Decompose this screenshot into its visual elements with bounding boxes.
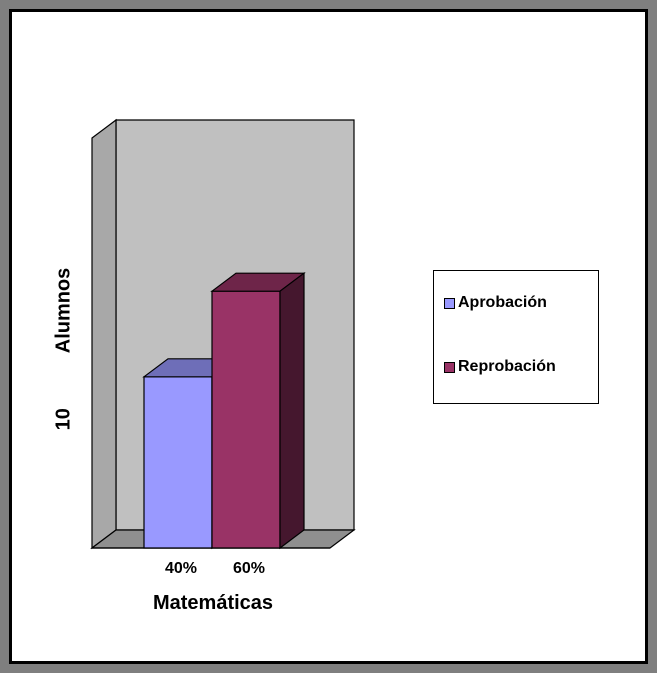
legend-label-reprobacion: Reprobación xyxy=(458,358,556,375)
bar-side-1 xyxy=(279,272,305,550)
chart-legend: Aprobación Reprobación xyxy=(433,270,599,404)
side-wall xyxy=(91,118,117,550)
x-tick-label-1: 60% xyxy=(232,560,266,577)
bar-front-0 xyxy=(143,376,213,549)
legend-label-aprobacion: Aprobación xyxy=(458,294,547,311)
x-tick-label-0: 40% xyxy=(164,560,198,577)
chart-bars xyxy=(142,272,306,550)
x-axis-title: Matemáticas xyxy=(152,592,274,614)
legend-item-aprobacion: Aprobación xyxy=(444,294,547,312)
legend-swatch-reprobacion xyxy=(444,361,455,373)
legend-swatch-aprobacion xyxy=(444,297,455,309)
y-axis-title: 10 Alumnos xyxy=(52,267,75,431)
bar-front-1 xyxy=(211,290,281,549)
legend-item-reprobacion: Reprobación xyxy=(444,358,556,376)
